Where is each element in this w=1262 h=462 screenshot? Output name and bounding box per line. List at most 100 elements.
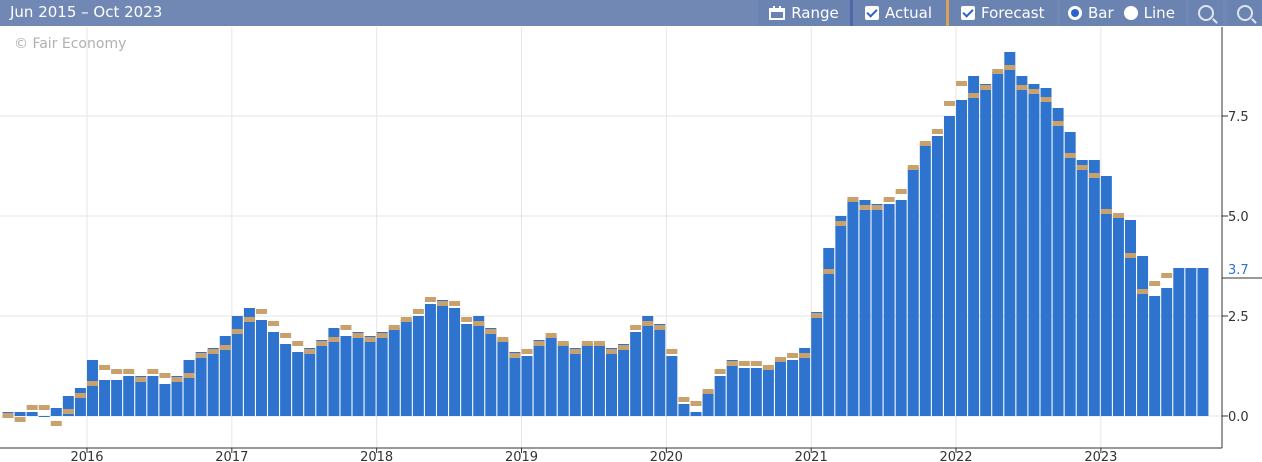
- forecast-marker: [207, 349, 219, 354]
- forecast-marker: [340, 325, 352, 330]
- actual-bar: [1137, 256, 1149, 416]
- forecast-marker: [762, 365, 774, 370]
- actual-bar: [243, 308, 255, 416]
- bar-radio[interactable]: [1068, 6, 1082, 20]
- actual-bar: [159, 384, 171, 416]
- forecast-marker: [316, 341, 328, 346]
- x-tick-label: 2017: [215, 450, 248, 462]
- actual-bar: [376, 332, 388, 416]
- forecast-marker: [823, 269, 835, 274]
- chart-mode-group: Bar Line: [1060, 0, 1186, 26]
- forecast-marker: [123, 369, 135, 374]
- forecast-marker: [618, 345, 630, 350]
- forecast-marker: [630, 325, 642, 330]
- actual-bar: [835, 216, 847, 416]
- forecast-marker: [606, 349, 617, 354]
- toolbar-divider: [850, 0, 853, 26]
- actual-bar: [581, 344, 593, 416]
- actual-bar: [497, 340, 509, 416]
- forecast-marker: [159, 373, 171, 378]
- bar-label[interactable]: Bar: [1088, 4, 1114, 22]
- actual-bar: [1185, 268, 1197, 416]
- actual-bar: [811, 312, 823, 416]
- actual-bar: [1028, 84, 1040, 416]
- actual-bar: [255, 320, 267, 416]
- actual-bar: [630, 332, 642, 416]
- forecast-marker: [497, 337, 509, 342]
- forecast-marker: [533, 341, 545, 346]
- forecast-marker: [449, 301, 461, 306]
- forecast-checkbox[interactable]: [961, 6, 975, 20]
- forecast-marker: [135, 377, 147, 382]
- actual-bar: [787, 360, 799, 416]
- actual-bar: [123, 376, 135, 416]
- line-label[interactable]: Line: [1143, 4, 1175, 22]
- forecast-marker: [111, 369, 123, 374]
- forecast-marker: [1004, 65, 1016, 70]
- actual-bar: [931, 136, 943, 416]
- forecast-marker: [292, 341, 304, 346]
- forecast-marker: [243, 317, 255, 322]
- forecast-marker: [1161, 273, 1173, 278]
- forecast-marker: [714, 369, 726, 374]
- actual-bar: [557, 344, 569, 416]
- actual-bar: [147, 376, 159, 416]
- forecast-marker: [1076, 165, 1088, 170]
- actual-bar: [219, 336, 231, 416]
- actual-checkbox[interactable]: [865, 6, 879, 20]
- x-tick-label: 2020: [650, 450, 683, 462]
- zoom-in-button[interactable]: [1189, 0, 1223, 26]
- zoom-out-button[interactable]: [1227, 0, 1262, 26]
- actual-bar: [895, 200, 907, 416]
- actual-bar: [111, 380, 123, 416]
- forecast-marker: [304, 349, 316, 354]
- forecast-marker: [376, 333, 388, 338]
- actual-bar: [183, 360, 195, 416]
- forecast-marker: [50, 421, 62, 426]
- actual-bar: [618, 344, 630, 416]
- actual-bar: [823, 248, 835, 416]
- actual-bar: [99, 380, 111, 416]
- actual-bar: [992, 72, 1004, 416]
- forecast-marker: [895, 189, 907, 194]
- forecast-marker: [255, 309, 267, 314]
- forecast-marker: [1088, 173, 1100, 178]
- forecast-marker: [811, 313, 823, 318]
- forecast-marker: [690, 401, 702, 406]
- chart-toolbar: Jun 2015 – Oct 2023 Range Actual Forecas…: [0, 0, 1262, 26]
- actual-bar: [606, 348, 617, 416]
- forecast-marker: [859, 205, 871, 210]
- forecast-toggle[interactable]: Forecast: [949, 0, 1057, 26]
- actual-bar: [340, 336, 352, 416]
- forecast-marker: [268, 321, 280, 326]
- actual-bar: [50, 408, 62, 416]
- actual-bar: [726, 360, 738, 416]
- actual-bar: [593, 344, 605, 416]
- forecast-marker: [195, 353, 207, 358]
- actual-bar: [919, 144, 931, 416]
- range-button[interactable]: Range: [758, 0, 850, 26]
- zoom-in-icon: [1198, 5, 1214, 21]
- forecast-marker: [956, 81, 968, 86]
- forecast-marker: [1137, 289, 1149, 294]
- forecast-marker: [219, 345, 231, 350]
- actual-bar: [14, 412, 26, 416]
- actual-bar: [750, 368, 762, 416]
- calendar-icon: [769, 6, 786, 20]
- forecast-marker: [642, 321, 654, 326]
- actual-toggle[interactable]: Actual: [853, 0, 946, 26]
- forecast-marker: [400, 317, 412, 322]
- actual-bar: [1100, 176, 1112, 416]
- forecast-marker: [545, 333, 557, 338]
- forecast-marker: [86, 381, 98, 386]
- line-radio[interactable]: [1123, 6, 1138, 20]
- forecast-marker: [871, 205, 883, 210]
- actual-bar: [400, 320, 412, 416]
- actual-bar: [907, 168, 919, 416]
- actual-bar: [569, 348, 581, 416]
- axes: 0.0 2.5 5.0 7.5 2016 2017 2018 2019 2020 2021 2022…: [0, 27, 1262, 462]
- actual-bar: [328, 328, 340, 416]
- actual-bar: [883, 204, 895, 416]
- forecast-marker: [787, 353, 799, 358]
- forecast-marker: [74, 393, 86, 398]
